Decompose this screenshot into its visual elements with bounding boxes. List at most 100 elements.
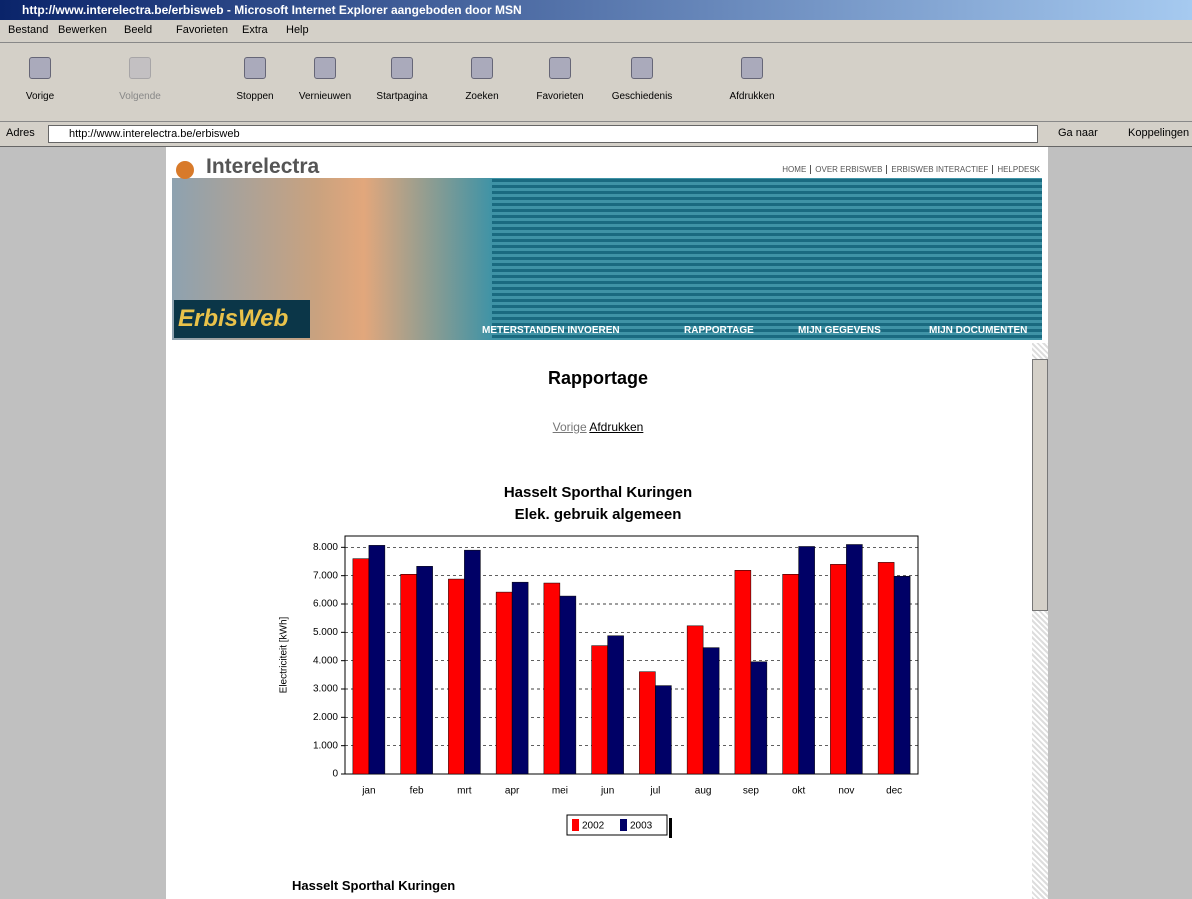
y-tick-label: 1.000 — [313, 740, 338, 751]
toolbar-icon[interactable] — [549, 57, 571, 79]
top-nav-item[interactable]: ERBISWEB INTERACTIEF — [886, 165, 989, 174]
bar — [846, 544, 863, 775]
bar — [352, 558, 370, 775]
y-tick-label: 6.000 — [313, 599, 338, 610]
scroll-thumb[interactable] — [1032, 359, 1048, 611]
x-tick-label: apr — [505, 786, 520, 797]
legend-swatch — [572, 819, 579, 831]
toolbar-button[interactable]: Vernieuwen — [298, 91, 352, 102]
toolbar-icon[interactable] — [314, 57, 336, 79]
legend-swatch — [620, 819, 627, 831]
x-tick-label: jul — [649, 786, 660, 797]
main-nav-item[interactable]: MIJN DOCUMENTEN — [929, 325, 1028, 336]
links-button[interactable]: Koppelingen — [1128, 127, 1190, 139]
bar — [734, 570, 752, 775]
bar — [400, 574, 417, 775]
bar — [607, 635, 624, 775]
toolbar-icon[interactable] — [244, 57, 266, 79]
bar — [511, 581, 529, 775]
toolbar-button[interactable]: Vorige — [25, 91, 55, 102]
page-links: Vorige Afdrukken — [0, 420, 1192, 434]
chart-title: Hasselt Sporthal Kuringen — [504, 484, 692, 501]
toolbar-icon[interactable] — [471, 57, 493, 79]
address-label: Adres — [6, 127, 35, 139]
top-nav: HOME OVER ERBISWEB ERBISWEB INTERACTIEF HEL… — [782, 165, 1040, 174]
toolbar-icon[interactable] — [129, 57, 151, 79]
x-tick-label: jan — [361, 786, 375, 797]
x-tick-label: dec — [886, 786, 902, 797]
y-tick-label: 3.000 — [313, 684, 338, 695]
brand-icon — [176, 161, 194, 179]
x-tick-label: okt — [792, 786, 806, 797]
y-axis-label: Electriciteit [kWh] — [279, 616, 290, 693]
bar — [702, 647, 720, 775]
bar — [750, 661, 768, 775]
bar — [686, 625, 704, 775]
bar — [464, 549, 481, 775]
menu-item[interactable]: Bestand — [8, 24, 49, 36]
top-nav-item[interactable]: HELPDESK — [992, 165, 1040, 174]
menu-bar: Bestand Bewerken Beeld Favorieten Extra Help — [0, 20, 1192, 43]
y-tick-label: 5.000 — [313, 627, 338, 638]
bar — [543, 582, 561, 775]
main-nav-item[interactable]: MIJN GEGEVENS — [798, 325, 881, 336]
bar — [416, 566, 433, 775]
y-tick-label: 2.000 — [313, 712, 338, 723]
x-tick-label: mrt — [457, 786, 472, 797]
menu-item[interactable]: Bewerken — [58, 24, 107, 36]
main-nav-item[interactable]: METERSTANDEN INVOEREN — [482, 325, 620, 336]
y-tick-label: 7.000 — [313, 570, 338, 581]
top-nav-item[interactable]: HOME — [782, 165, 807, 174]
menu-item[interactable]: Favorieten — [176, 24, 228, 36]
toolbar-button[interactable]: Geschiedenis — [611, 91, 673, 102]
toolbar-icon[interactable] — [29, 57, 51, 79]
toolbar-button[interactable]: Startpagina — [376, 91, 428, 102]
toolbar-button[interactable]: Favorieten — [536, 91, 584, 102]
bar — [559, 595, 577, 775]
bar — [830, 564, 847, 775]
bar — [368, 545, 386, 775]
bar — [495, 591, 513, 775]
x-tick-label: aug — [695, 786, 712, 797]
bar — [893, 575, 911, 775]
menu-item[interactable]: Extra — [242, 24, 268, 36]
legend-box — [566, 814, 668, 836]
plot-area — [344, 535, 919, 775]
x-tick-label: mei — [552, 786, 568, 797]
legend-label: 2002 — [582, 821, 605, 832]
toolbar-icon[interactable] — [391, 57, 413, 79]
menu-item[interactable]: Beeld — [124, 24, 153, 36]
top-nav-item[interactable]: OVER ERBISWEB — [810, 165, 883, 174]
y-tick-label: 4.000 — [313, 655, 338, 666]
chart-title: Elek. gebruik algemeen — [515, 506, 682, 523]
x-tick-label: jun — [600, 786, 614, 797]
page-title: Rapportage — [547, 368, 648, 388]
toolbar-button[interactable]: Zoeken — [465, 91, 499, 102]
toolbar-button[interactable]: Afdrukken — [729, 91, 775, 102]
section-heading: Hasselt Sporthal Kuringen — [292, 878, 456, 893]
bar — [782, 574, 799, 775]
bar — [448, 578, 465, 775]
x-tick-label: sep — [743, 786, 760, 797]
legend-label: 2003 — [630, 821, 653, 832]
print-link[interactable]: Afdrukken — [589, 420, 644, 434]
toolbar-button[interactable]: Stoppen — [236, 91, 274, 102]
toolbar-icon[interactable] — [631, 57, 653, 79]
menu-item[interactable]: Help — [286, 24, 309, 36]
main-nav-item[interactable]: RAPPORTAGE — [684, 325, 754, 336]
url-field[interactable]: http://www.interelectra.be/erbisweb — [48, 125, 1038, 143]
bar — [655, 685, 672, 775]
toolbar: Vorige Volgende Stoppen Vernieuwen Startpagi… — [0, 43, 1192, 122]
address-bar: Adres http://www.interelectra.be/erbiswe… — [0, 122, 1192, 147]
bar — [798, 546, 815, 775]
back-link[interactable]: Vorige — [552, 420, 587, 434]
toolbar-button[interactable]: Volgende — [119, 91, 161, 102]
x-tick-label: nov — [838, 786, 854, 797]
toolbar-icon[interactable] — [741, 57, 763, 79]
go-button[interactable]: Ga naar — [1058, 127, 1098, 139]
bar — [877, 562, 895, 775]
banner-top — [172, 155, 1042, 178]
x-tick-label: feb — [410, 786, 424, 797]
title-bar: http://www.interelectra.be/erbisweb - Mi… — [0, 0, 1192, 20]
